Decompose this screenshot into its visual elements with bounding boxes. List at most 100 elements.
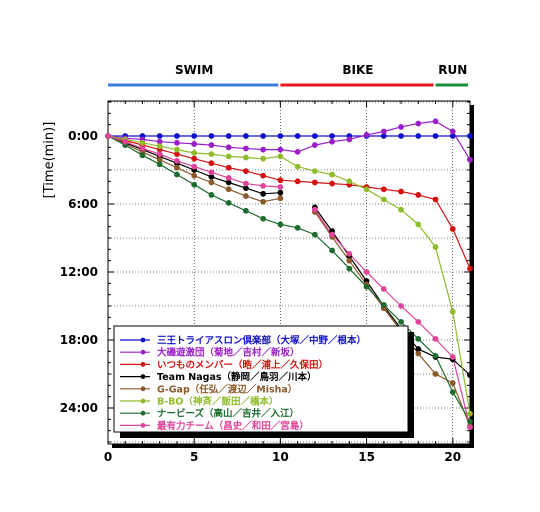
data-point [311, 206, 318, 213]
data-point [243, 154, 249, 161]
legend-label: 三王トライアスロン倶楽部（大塚／中野／根本） [157, 335, 366, 347]
data-point [449, 380, 456, 386]
legend-swatch-marker [140, 423, 146, 428]
data-point [415, 335, 422, 342]
data-point [311, 168, 318, 175]
data-point [208, 151, 215, 158]
data-point [208, 160, 215, 167]
legend-label: ナービーズ（高山／吉井／入江） [157, 408, 299, 420]
data-point [174, 133, 180, 139]
x-tick-label: 10 [272, 450, 289, 464]
data-point [156, 151, 163, 158]
data-point [105, 133, 111, 139]
data-point [467, 372, 473, 379]
data-point [346, 265, 353, 272]
data-point [311, 179, 318, 186]
data-point [243, 180, 249, 187]
race-segment-bars: SWIM BIKE RUN [108, 63, 468, 87]
data-point [208, 142, 215, 148]
data-point [174, 139, 180, 146]
data-point [191, 150, 198, 156]
data-point [311, 231, 318, 238]
data-point [398, 318, 404, 325]
data-point [415, 120, 422, 127]
data-point [208, 179, 215, 186]
data-point [225, 175, 232, 181]
x-tick-label: 5 [190, 450, 198, 464]
data-point [329, 231, 335, 238]
data-point [398, 133, 404, 139]
data-point [467, 133, 473, 139]
series-lines [107, 120, 471, 428]
data-point [415, 133, 422, 139]
segment-label-run: RUN [438, 63, 467, 77]
data-point [294, 224, 301, 231]
data-point [260, 215, 267, 222]
data-point [277, 221, 284, 228]
data-point [208, 169, 215, 176]
series-line-2 [107, 135, 471, 269]
data-point [277, 177, 284, 184]
segment-label-swim: SWIM [175, 63, 213, 77]
data-point [191, 141, 198, 147]
series-line-5 [107, 135, 471, 414]
data-point [191, 133, 198, 139]
data-point [432, 244, 439, 250]
data-point [363, 131, 370, 138]
data-point [363, 283, 370, 290]
data-point [277, 146, 284, 153]
data-point [415, 350, 422, 357]
data-point [432, 196, 439, 203]
data-point [260, 155, 267, 162]
y-tick-labels: 0:00 6:00 12:00 18:00 24:00 [60, 129, 98, 415]
legend: 三王トライアスロン倶楽部（大塚／中野／根本）大磯遊激団（菊地／吉村／新坂）いつも… [113, 325, 414, 438]
data-point [139, 152, 146, 159]
data-point [467, 265, 473, 272]
data-point [191, 155, 198, 162]
data-point [346, 257, 353, 264]
data-point [243, 168, 249, 175]
data-point [260, 146, 267, 153]
data-point [380, 186, 387, 193]
y-tick-label: 6:00 [68, 197, 98, 211]
data-point [122, 138, 129, 145]
data-point [156, 133, 163, 139]
data-point [346, 178, 353, 185]
data-point [398, 206, 404, 213]
data-point [243, 193, 249, 199]
data-point [294, 178, 301, 185]
legend-swatch-marker [140, 337, 146, 343]
data-point [225, 186, 232, 193]
data-point [311, 142, 318, 148]
legend-swatch-marker [140, 398, 146, 404]
legend-swatch-marker [140, 386, 146, 392]
data-point [174, 164, 180, 171]
legend-label: Team Nagas（静岡／鳥羽／川本） [157, 371, 317, 383]
data-point [329, 171, 335, 178]
data-point [225, 144, 232, 151]
data-point [363, 269, 370, 275]
data-point [277, 153, 284, 160]
y-axis-title: [Time(min)] [42, 122, 57, 199]
x-tick-label: 20 [444, 450, 461, 464]
data-point [415, 221, 422, 228]
x-tick-label: 15 [358, 450, 375, 464]
data-point [398, 124, 404, 130]
data-point [225, 164, 232, 171]
data-point [311, 133, 318, 139]
data-point [398, 188, 404, 195]
data-point [380, 128, 387, 135]
data-point [260, 172, 267, 179]
data-point [243, 145, 249, 152]
data-point [380, 301, 387, 308]
data-point [243, 207, 249, 214]
data-point [225, 133, 232, 139]
data-point [449, 354, 456, 360]
data-point [156, 143, 163, 150]
data-point [467, 156, 473, 163]
data-point [260, 133, 267, 139]
data-point [449, 389, 456, 396]
data-point [432, 335, 439, 342]
y-tick-label: 12:00 [60, 265, 98, 279]
